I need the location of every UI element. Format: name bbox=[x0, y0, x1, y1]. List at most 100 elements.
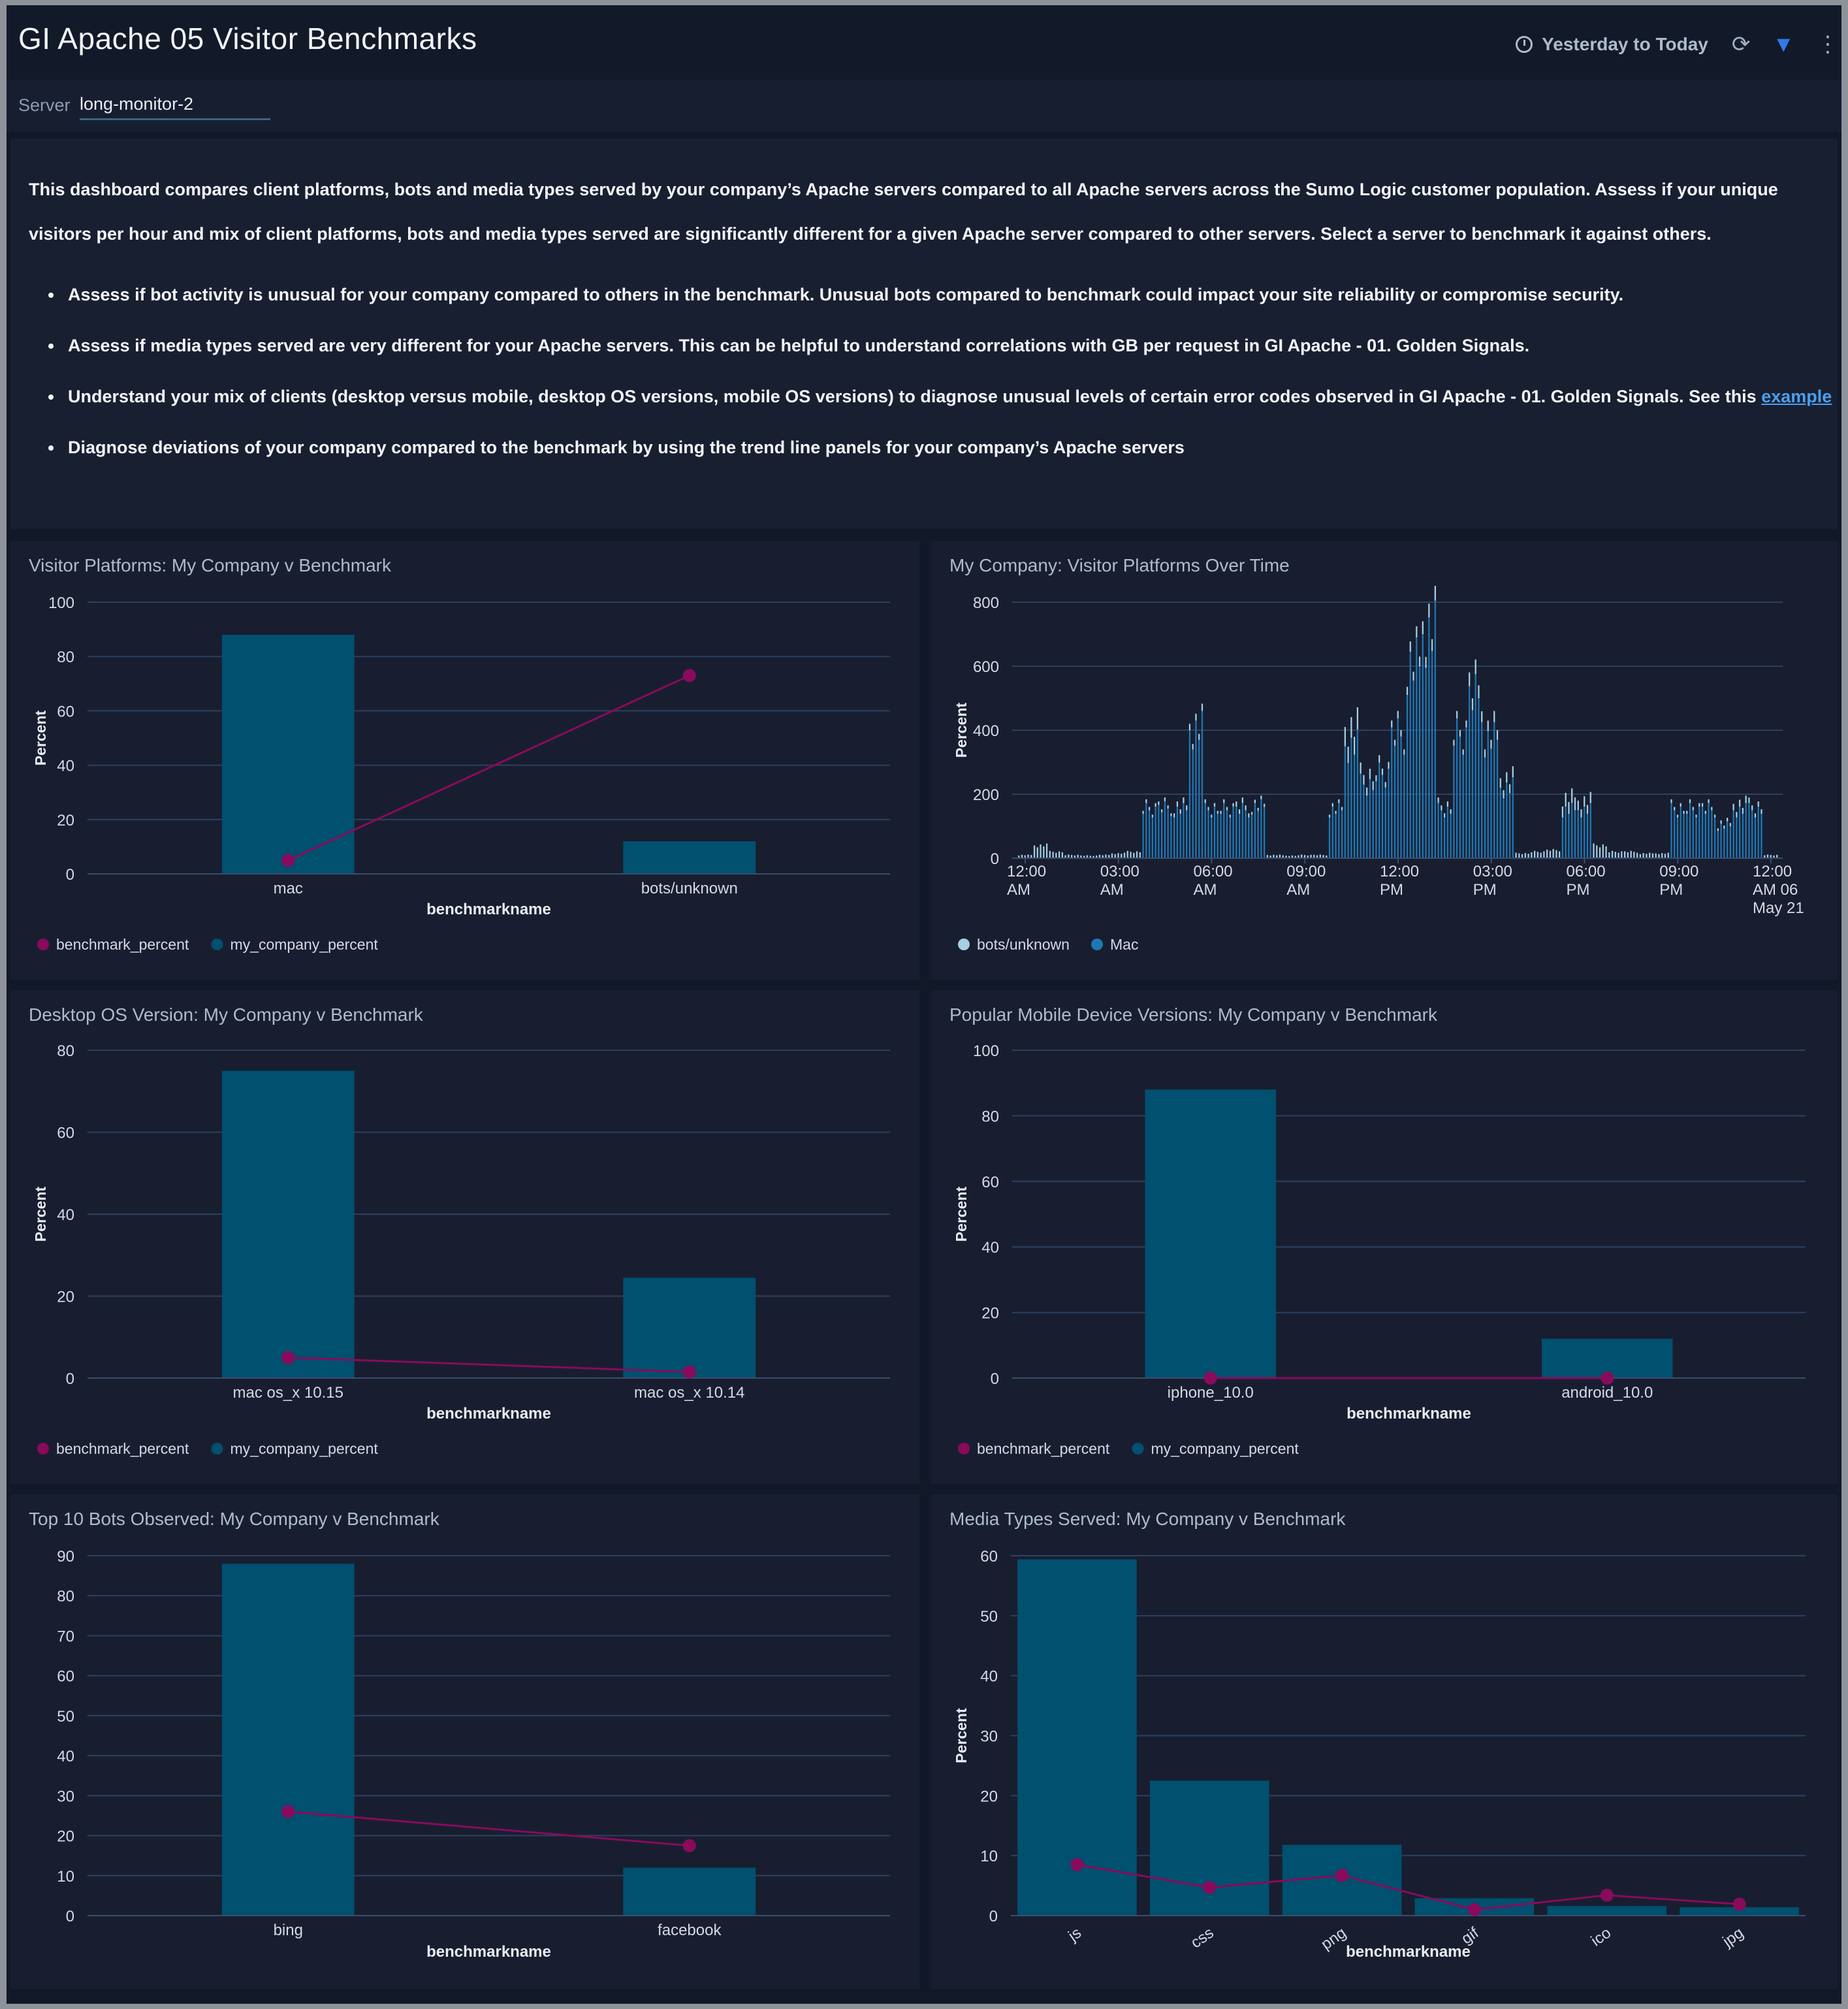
mac-bar bbox=[1344, 746, 1346, 858]
bots-bar bbox=[1729, 823, 1732, 826]
mac-bar bbox=[1354, 754, 1356, 858]
mac-bar bbox=[1155, 806, 1156, 858]
bots-bar bbox=[1453, 739, 1455, 746]
bots-bar bbox=[1412, 671, 1414, 681]
bullet-text: Diagnose deviations of your company comp… bbox=[68, 438, 1185, 457]
bots-bar bbox=[1469, 672, 1471, 686]
bots-bar bbox=[1043, 846, 1045, 858]
bots-bar bbox=[1527, 854, 1529, 858]
x-tick-label: mac os_x 10.15 bbox=[233, 1384, 343, 1402]
y-tick-label: 10 bbox=[980, 1848, 998, 1865]
bar bbox=[1680, 1907, 1799, 1916]
bots-bar bbox=[1264, 803, 1266, 807]
server-filter-label: Server bbox=[18, 95, 71, 115]
mac-bar bbox=[1403, 754, 1405, 858]
bots-bar bbox=[1241, 797, 1243, 803]
bullet-text: Assess if media types served are very di… bbox=[68, 336, 1530, 355]
bots-bar bbox=[1416, 626, 1418, 637]
refresh-icon[interactable]: ⟳ bbox=[1731, 32, 1751, 57]
example-link[interactable]: example bbox=[1761, 387, 1832, 406]
mac-bar bbox=[1701, 806, 1704, 858]
bots-bar bbox=[1229, 814, 1231, 818]
x-tick-label: jpg bbox=[1719, 1924, 1747, 1951]
mac-bar bbox=[1565, 806, 1567, 858]
bots-bar bbox=[1459, 730, 1461, 737]
bots-bar bbox=[1269, 855, 1271, 858]
mac-bar bbox=[1493, 722, 1495, 858]
y-tick-label: 70 bbox=[57, 1628, 74, 1645]
bots-bar bbox=[1192, 744, 1194, 750]
bots-bar bbox=[1614, 852, 1616, 858]
bots-bar bbox=[1611, 850, 1614, 858]
bots-bar bbox=[1294, 856, 1296, 858]
server-filter-input[interactable]: long-monitor-2 bbox=[80, 94, 270, 120]
bots-bar bbox=[1680, 803, 1681, 807]
bots-bar bbox=[1033, 845, 1036, 858]
mac-bar bbox=[1695, 817, 1697, 858]
time-range-label: Yesterday to Today bbox=[1542, 34, 1708, 54]
benchmark-point bbox=[1601, 1372, 1614, 1385]
mac-bar bbox=[1586, 814, 1589, 858]
bots-bar bbox=[1766, 854, 1769, 858]
bots-bar bbox=[1593, 843, 1595, 858]
x-tick-label: PM bbox=[1659, 881, 1683, 899]
bots-bar bbox=[1338, 799, 1340, 803]
legend-label: benchmark_percent bbox=[56, 1440, 189, 1457]
bots-bar bbox=[1198, 733, 1200, 740]
legend-label: Mac bbox=[1110, 936, 1138, 953]
bots-bar bbox=[1083, 856, 1085, 858]
bar bbox=[623, 1867, 756, 1916]
bar bbox=[1542, 1338, 1673, 1378]
bots-bar bbox=[1114, 854, 1116, 858]
x-tick-label: 12:00 bbox=[1007, 863, 1046, 880]
bots-bar bbox=[1108, 855, 1110, 858]
mac-bar bbox=[1446, 806, 1449, 858]
mac-bar bbox=[1512, 777, 1514, 858]
mac-bar bbox=[1471, 710, 1474, 858]
x-tick-label: 12:00 bbox=[1753, 863, 1792, 880]
bots-bar bbox=[1437, 797, 1439, 803]
bots-bar bbox=[1478, 685, 1480, 698]
bullet-item: Understand your mix of clients (desktop … bbox=[48, 371, 1838, 422]
bots-bar bbox=[1630, 850, 1632, 858]
bots-bar bbox=[1481, 711, 1483, 722]
bots-bar bbox=[1540, 852, 1542, 858]
mac-bar bbox=[1241, 803, 1243, 858]
mac-bar bbox=[1416, 637, 1418, 858]
bots-bar bbox=[1674, 807, 1676, 811]
bots-bar bbox=[1204, 799, 1206, 803]
more-vertical-icon[interactable]: ⋮ bbox=[1817, 32, 1839, 57]
benchmark-point bbox=[1732, 1897, 1746, 1911]
bots-bar bbox=[1040, 844, 1042, 858]
y-tick-label: 0 bbox=[66, 1908, 74, 1925]
bots-bar bbox=[1589, 792, 1591, 803]
bots-bar bbox=[1369, 769, 1371, 779]
bots-bar bbox=[1164, 797, 1166, 801]
legend-label: benchmark_percent bbox=[977, 1440, 1110, 1457]
bots-bar bbox=[1764, 855, 1766, 858]
bots-bar bbox=[1403, 749, 1405, 755]
mac-bar bbox=[1186, 810, 1188, 858]
bots-bar bbox=[1328, 814, 1331, 818]
bots-bar bbox=[1695, 814, 1697, 818]
bar bbox=[221, 1070, 355, 1378]
x-tick-label: png bbox=[1318, 1924, 1349, 1953]
bots-bar bbox=[1689, 799, 1691, 803]
bots-bar bbox=[1757, 801, 1759, 807]
bots-bar bbox=[1058, 851, 1060, 858]
y-tick-label: 80 bbox=[57, 649, 74, 666]
mac-bar bbox=[1350, 737, 1352, 858]
mac-bar bbox=[1213, 806, 1216, 858]
filter-icon[interactable]: ▼ bbox=[1772, 32, 1794, 57]
mac-bar bbox=[1711, 810, 1713, 858]
time-range-picker[interactable]: Yesterday to Today bbox=[1516, 34, 1708, 55]
y-tick-label: 0 bbox=[991, 1370, 999, 1388]
bots-bar bbox=[1723, 826, 1725, 829]
mac-bar bbox=[1391, 727, 1393, 858]
bots-bar bbox=[1074, 855, 1076, 858]
panel-desktop-os: 0 20 40 60 80 Percent mac os_x 10.15 mac os_x 1… bbox=[10, 990, 919, 1484]
dashboard: GI Apache 05 Visitor Benchmarks Yesterda… bbox=[7, 5, 1841, 2004]
bots-bar bbox=[1260, 796, 1262, 799]
bots-bar bbox=[1052, 852, 1054, 858]
bots-bar bbox=[1617, 852, 1619, 858]
